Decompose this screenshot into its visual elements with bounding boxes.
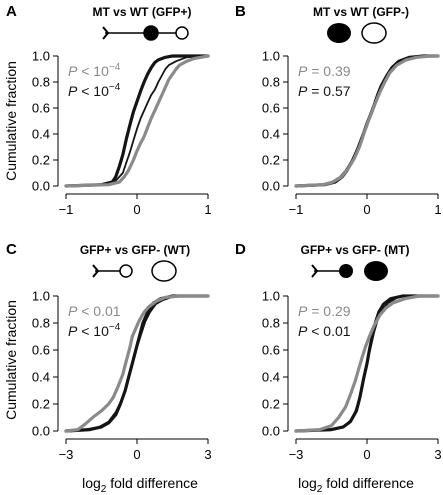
x-tick-label: −3 — [289, 447, 304, 462]
x-tick-label: −1 — [59, 202, 74, 217]
x-axis-label-left: log2 fold difference — [82, 475, 198, 495]
cdf-series-3 — [294, 54, 440, 188]
y-tick-label: 0.4 — [32, 127, 50, 142]
y-tick-label: 0.0 — [32, 179, 50, 194]
y-tick-label: 1.0 — [262, 289, 280, 304]
cdf-series-2 — [65, 55, 209, 187]
p-value-label: P < 10−4 — [68, 322, 121, 339]
y-tick-label: 0.0 — [262, 424, 280, 439]
gfp-minus-mt-icon — [364, 261, 388, 281]
y-tick-label: 0.6 — [262, 101, 280, 116]
panel-label-a: A — [6, 3, 17, 20]
p-value-label: P = 0.39 — [298, 63, 351, 79]
x-tick-label: 3 — [434, 447, 441, 462]
y-tick-label: 1.0 — [32, 289, 50, 304]
x-tick-label: −3 — [59, 447, 74, 462]
p-value-label: P < 10−4 — [68, 82, 121, 99]
p-value-label: P < 10−4 — [68, 62, 121, 79]
cdf-series-3 — [64, 54, 210, 188]
panel-label-d: D — [235, 241, 246, 258]
y-tick-label: 0.8 — [32, 316, 50, 331]
panel-d-chart: 0.0 0.2 0.4 0.6 0.8 1.0 −3 0 3 P = 0.29 P < 0.01 — [262, 289, 442, 463]
gfp-plus-wt-icon — [158, 26, 189, 40]
y-tick-label: 0.6 — [32, 343, 50, 358]
cdf-series-2 — [65, 295, 209, 432]
y-tick-label: 0.0 — [262, 179, 280, 194]
cdf-series-3 — [294, 294, 440, 433]
x-tick-label: 0 — [133, 447, 140, 462]
panel-a-chart: 0.0 0.2 0.4 0.6 0.8 1.0 −1 0 1 P < 10−4 P < 10−4 — [32, 49, 212, 218]
p-value-label: P < 0.01 — [298, 323, 351, 339]
y-tick-label: 0.8 — [262, 316, 280, 331]
panel-label-c: C — [6, 241, 17, 258]
panel-c-chart: 0.0 0.2 0.4 0.6 0.8 1.0 −3 0 3 P < 0.01 P < 10−4 — [32, 289, 212, 463]
y-tick-label: 0.2 — [32, 397, 50, 412]
gfp-plus-wt-icon — [92, 264, 133, 278]
x-tick-label: 0 — [363, 202, 370, 217]
p-value-label: P = 0.29 — [298, 303, 351, 319]
y-tick-label: 0.4 — [262, 370, 280, 385]
y-tick-label: 0.2 — [262, 397, 280, 412]
panel-d-title: GFP+ vs GFP- (MT) — [300, 243, 409, 257]
y-tick-label: 1.0 — [262, 49, 280, 64]
y-tick-label: 0.2 — [262, 153, 280, 168]
y-tick-label: 0.0 — [32, 424, 50, 439]
panel-a-title: MT vs WT (GFP+) — [93, 5, 192, 19]
x-tick-label: 1 — [204, 202, 211, 217]
y-tick-label: 1.0 — [32, 49, 50, 64]
y-tick-label: 0.4 — [262, 127, 280, 142]
y-tick-label: 0.6 — [262, 343, 280, 358]
cdf-series-2 — [295, 295, 439, 432]
cdf-series-1 — [64, 54, 210, 188]
y-tick-label: 0.6 — [32, 101, 50, 116]
panel-b-chart: 0.0 0.2 0.4 0.6 0.8 1.0 −1 0 1 P = 0.39 P = 0.57 — [262, 49, 442, 218]
x-tick-label: −1 — [289, 202, 304, 217]
x-tick-label: 0 — [363, 447, 370, 462]
panel-c-title: GFP+ vs GFP- (WT) — [80, 243, 190, 257]
gfp-minus-wt-icon — [151, 260, 177, 282]
gfp-plus-mt-icon — [102, 25, 159, 41]
y-axis-label-bottom: Cumulative fraction — [3, 300, 19, 420]
p-value-label: P = 0.57 — [298, 83, 351, 99]
gfp-minus-wt-icon — [361, 22, 387, 44]
x-tick-label: 3 — [204, 447, 211, 462]
y-axis-label-top: Cumulative fraction — [3, 61, 19, 181]
gfp-minus-mt-icon — [327, 23, 351, 43]
panel-b-title: MT vs WT (GFP-) — [313, 5, 409, 19]
x-tick-label: 0 — [133, 202, 140, 217]
x-tick-label: 1 — [434, 202, 441, 217]
gfp-plus-mt-icon — [311, 264, 353, 278]
x-axis-label-right: log2 fold difference — [298, 475, 414, 495]
p-value-label: P < 0.01 — [68, 303, 121, 319]
cdf-series-3 — [64, 294, 210, 433]
y-tick-label: 0.8 — [262, 75, 280, 90]
panel-label-b: B — [235, 3, 246, 20]
y-tick-label: 0.4 — [32, 370, 50, 385]
y-tick-label: 0.8 — [32, 75, 50, 90]
y-tick-label: 0.2 — [32, 153, 50, 168]
